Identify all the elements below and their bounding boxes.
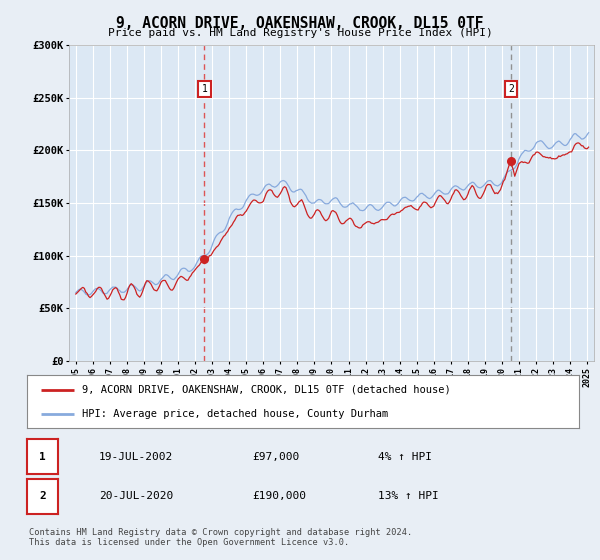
Text: 2: 2 [508,84,514,94]
Text: 4% ↑ HPI: 4% ↑ HPI [378,452,432,461]
Text: 9, ACORN DRIVE, OAKENSHAW, CROOK, DL15 0TF (detached house): 9, ACORN DRIVE, OAKENSHAW, CROOK, DL15 0… [82,385,451,395]
Text: HPI: Average price, detached house, County Durham: HPI: Average price, detached house, Coun… [82,409,388,419]
Text: £97,000: £97,000 [252,452,299,461]
Text: 1: 1 [39,452,46,461]
Text: Contains HM Land Registry data © Crown copyright and database right 2024.
This d: Contains HM Land Registry data © Crown c… [29,528,412,547]
Text: 2: 2 [39,492,46,501]
Text: Price paid vs. HM Land Registry's House Price Index (HPI): Price paid vs. HM Land Registry's House … [107,28,493,38]
Text: 20-JUL-2020: 20-JUL-2020 [99,492,173,501]
Text: 9, ACORN DRIVE, OAKENSHAW, CROOK, DL15 0TF: 9, ACORN DRIVE, OAKENSHAW, CROOK, DL15 0… [116,16,484,31]
Text: 13% ↑ HPI: 13% ↑ HPI [378,492,439,501]
Text: 1: 1 [202,84,207,94]
Text: 19-JUL-2002: 19-JUL-2002 [99,452,173,461]
Text: £190,000: £190,000 [252,492,306,501]
